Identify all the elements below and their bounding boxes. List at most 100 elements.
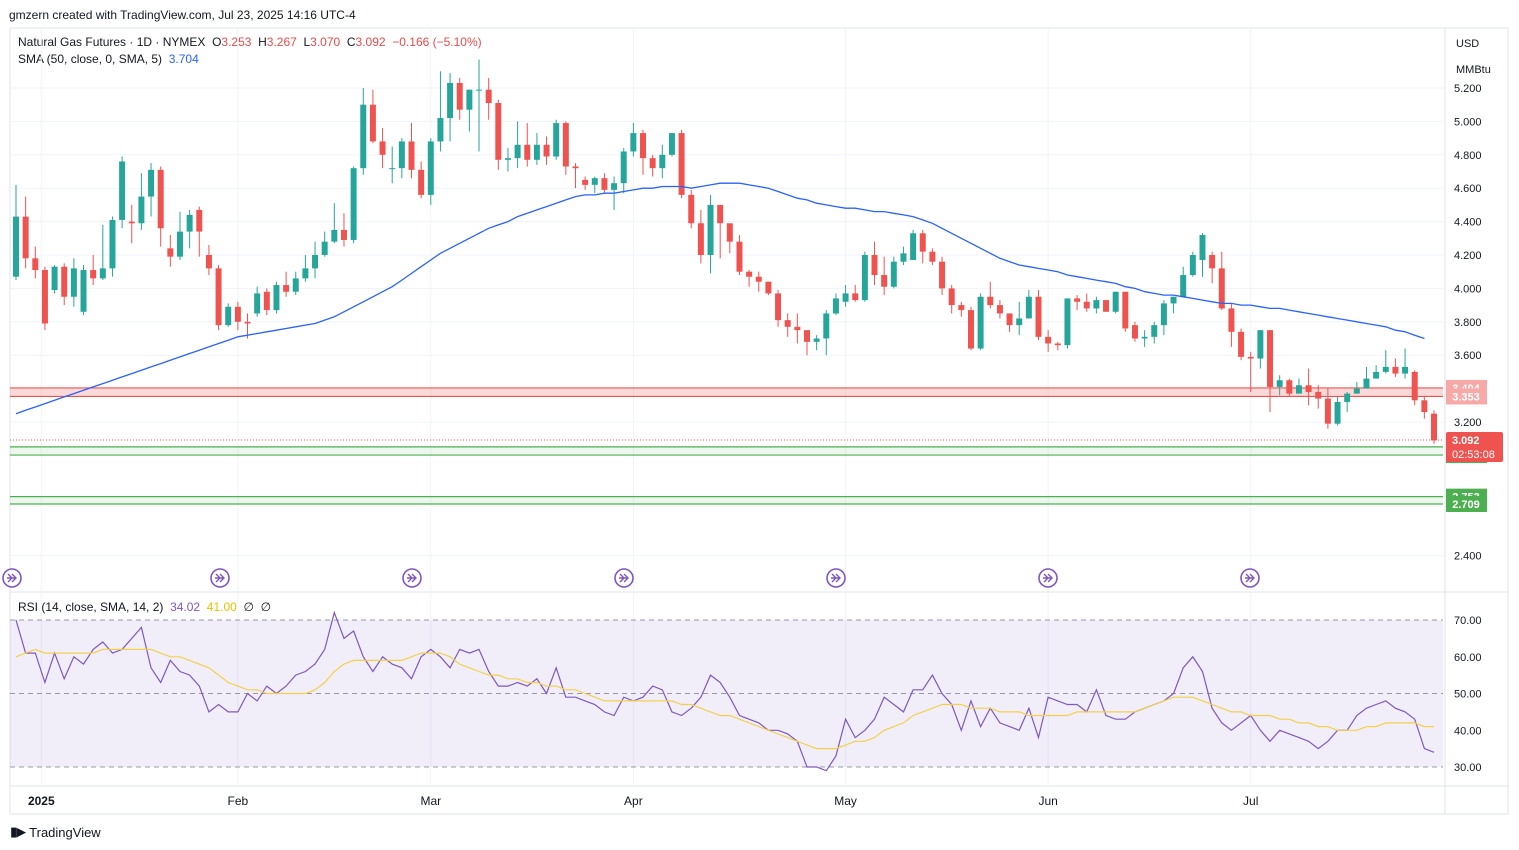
brand-name: TradingView — [29, 824, 101, 840]
candle-body — [32, 258, 39, 271]
price-legend: Natural Gas Futures · 1D · NYMEX O3.253 … — [18, 35, 482, 49]
rsi-extra-2: ∅ — [260, 600, 272, 614]
candle-body — [649, 158, 656, 169]
candle-body — [138, 196, 145, 224]
candle-body — [794, 326, 801, 331]
candle-body — [1064, 298, 1071, 346]
candle-body — [611, 183, 618, 190]
rsi-tick-label: 40.00 — [1454, 725, 1482, 737]
time-tick-label: Apr — [624, 794, 643, 808]
axis-layer: 5.200 5.000 4.800 4.600 4.400 4.200 4.000 3.800… — [28, 38, 1503, 808]
candle-body — [1103, 300, 1110, 312]
event-marker-icon[interactable] — [2, 568, 22, 588]
symbol-label[interactable]: Natural Gas Futures · 1D · NYMEX — [18, 35, 206, 49]
tradingview-logo-icon: ▮▶ — [10, 824, 26, 839]
price-tick-label: 4.000 — [1454, 283, 1482, 295]
sma-line — [15, 182, 1425, 415]
candle-body — [1228, 308, 1235, 332]
candle-body — [1170, 296, 1177, 304]
price-tick-label: 3.800 — [1454, 317, 1482, 329]
event-marker-icon[interactable] — [826, 568, 846, 588]
candle-body — [1363, 378, 1370, 389]
candle-body — [1267, 330, 1274, 387]
candle-body — [1295, 385, 1302, 394]
time-tick-label: Mar — [420, 794, 441, 808]
time-tick-label: Feb — [228, 794, 249, 808]
sma-legend[interactable]: SMA (50, close, 0, SMA, 5) 3.704 — [18, 52, 199, 66]
candle-body — [1373, 371, 1380, 379]
candle-body — [804, 330, 810, 342]
candle-body — [842, 293, 849, 302]
brand-footer[interactable]: ▮▶ TradingView — [10, 824, 101, 840]
price-tick-label: 4.600 — [1454, 183, 1482, 195]
candle-body — [1054, 343, 1061, 346]
zone-label-bg — [1446, 495, 1487, 512]
candle-body — [1431, 413, 1437, 441]
candle-body — [1257, 330, 1264, 359]
candle-body — [967, 310, 974, 349]
rsi-sma-line — [15, 648, 1434, 750]
candle-body — [958, 305, 965, 311]
close-value: 3.092 — [355, 35, 386, 49]
event-layer — [2, 568, 1260, 588]
chart-frame — [9, 27, 1509, 815]
candle-body — [99, 268, 106, 279]
countdown-label: 02:53:08 — [1452, 449, 1495, 461]
last-price-label: 3.092 — [1452, 435, 1480, 447]
currency-label: USD — [1456, 38, 1479, 50]
candle-body — [533, 144, 540, 160]
candle-body — [13, 216, 19, 277]
candle-body — [1421, 400, 1428, 412]
close-label: C — [346, 35, 356, 49]
event-marker-arrow — [407, 573, 417, 583]
event-marker-icon[interactable] — [614, 568, 634, 588]
time-tick-label: Jun — [1038, 794, 1057, 808]
candle-body — [379, 141, 386, 155]
event-marker-arrow — [1245, 573, 1255, 583]
candle-body — [495, 103, 502, 160]
event-marker-icon[interactable] — [402, 568, 422, 588]
candle-body — [80, 270, 87, 312]
candle-body — [302, 268, 309, 279]
candle-body — [543, 144, 550, 157]
candle-body — [1025, 296, 1032, 319]
candle-body — [1180, 275, 1187, 297]
candle-body — [620, 151, 627, 184]
candle-body — [466, 89, 473, 110]
candle-body — [832, 298, 839, 314]
candle-body — [977, 296, 984, 349]
rsi-legend[interactable]: RSI (14, close, SMA, 14, 2) 34.02 41.00 … — [18, 600, 271, 614]
candle-body — [726, 223, 733, 242]
candle-body — [51, 266, 58, 291]
event-marker-icon[interactable] — [210, 568, 230, 588]
candle-body — [1324, 398, 1331, 424]
candle-body — [1353, 388, 1360, 394]
candle-body — [659, 154, 666, 169]
rsi-extra-1: ∅ — [243, 600, 254, 614]
candle-body — [524, 144, 531, 160]
candle-body — [283, 285, 290, 292]
event-marker-icon[interactable] — [1240, 568, 1260, 588]
candle-body — [852, 293, 859, 301]
candle-body — [1199, 234, 1206, 261]
candle-body — [312, 255, 319, 269]
candle-body — [1402, 366, 1409, 374]
event-marker-icon[interactable] — [1038, 568, 1058, 588]
candle-body — [244, 321, 251, 324]
candle-body — [1151, 325, 1158, 337]
zone-label: 3.353 — [1452, 391, 1480, 403]
candle-body — [630, 133, 637, 152]
candle-body — [996, 305, 1003, 314]
candle-body — [205, 255, 212, 269]
open-label: O — [212, 35, 222, 49]
rsi-line — [15, 610, 1435, 772]
candle-body — [871, 255, 878, 276]
candle-body — [591, 178, 598, 185]
rsi-value: 34.02 — [170, 600, 201, 614]
candle-body — [408, 141, 415, 170]
price-tick-label: 4.400 — [1454, 217, 1482, 229]
candle-body — [119, 161, 126, 220]
zone-label: 2.709 — [1452, 499, 1480, 511]
candle-body — [900, 253, 907, 262]
